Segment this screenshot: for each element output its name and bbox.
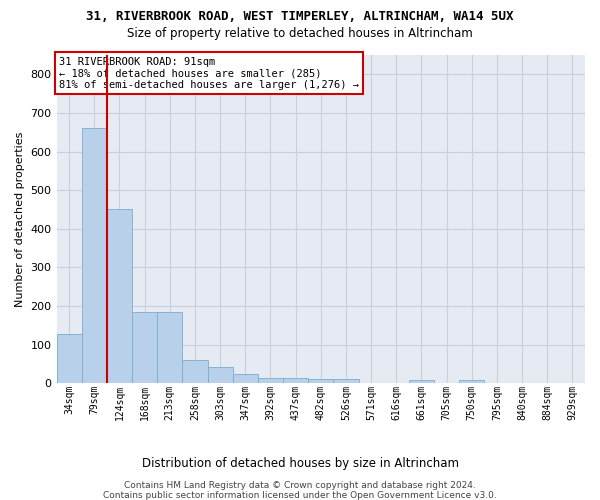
Bar [208, 366, 233, 384]
Text: Distribution of detached houses by size in Altrincham: Distribution of detached houses by size … [142, 458, 458, 470]
Text: Contains public sector information licensed under the Open Government Licence v3: Contains public sector information licen… [103, 491, 497, 500]
Bar [334, 380, 359, 384]
Bar [409, 380, 434, 384]
Bar [258, 378, 283, 384]
Bar [157, 312, 182, 384]
Text: Size of property relative to detached houses in Altrincham: Size of property relative to detached ho… [127, 28, 473, 40]
Bar [308, 378, 334, 384]
Bar [56, 334, 82, 384]
Text: Contains HM Land Registry data © Crown copyright and database right 2024.: Contains HM Land Registry data © Crown c… [124, 481, 476, 490]
Bar [82, 128, 107, 384]
Text: 31, RIVERBROOK ROAD, WEST TIMPERLEY, ALTRINCHAM, WA14 5UX: 31, RIVERBROOK ROAD, WEST TIMPERLEY, ALT… [86, 10, 514, 23]
Bar [283, 378, 308, 384]
Bar [459, 380, 484, 384]
Bar [132, 312, 157, 384]
Bar [182, 360, 208, 384]
Bar [107, 209, 132, 384]
Y-axis label: Number of detached properties: Number of detached properties [15, 132, 25, 307]
Bar [233, 374, 258, 384]
Text: 31 RIVERBROOK ROAD: 91sqm
← 18% of detached houses are smaller (285)
81% of semi: 31 RIVERBROOK ROAD: 91sqm ← 18% of detac… [59, 56, 359, 90]
